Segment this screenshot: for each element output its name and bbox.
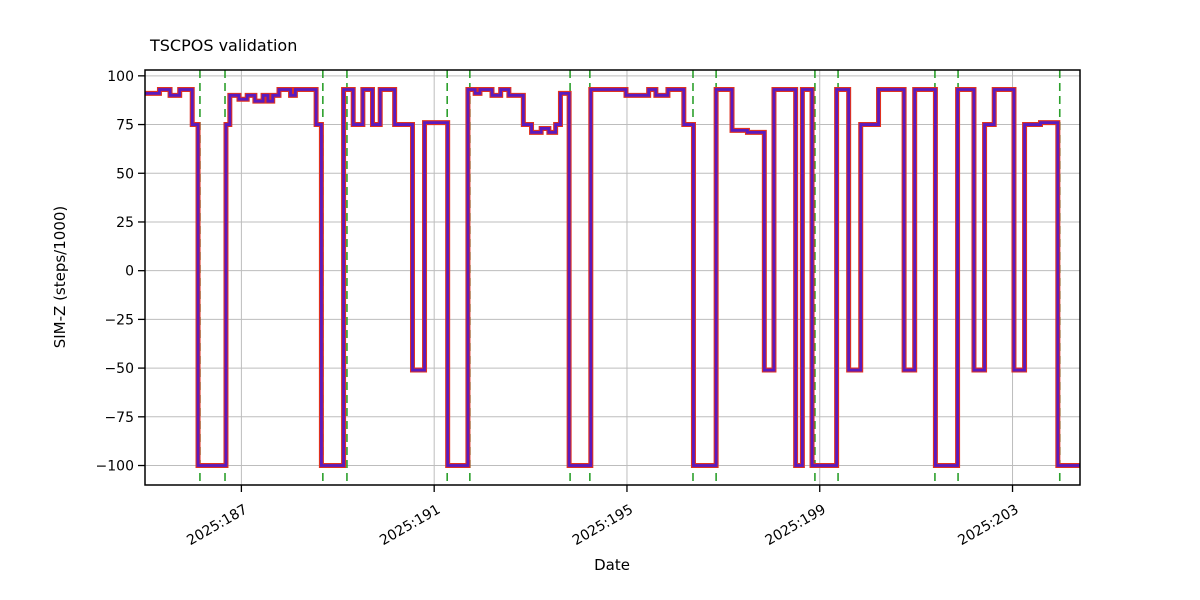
y-tick-label: −25 [104, 312, 134, 328]
x-tick-label: 2025:199 [763, 502, 829, 549]
x-tick-label: 2025:195 [570, 502, 636, 549]
y-tick-label: 100 [107, 69, 134, 85]
x-tick-label: 2025:191 [377, 502, 443, 549]
y-tick-label: −100 [96, 459, 134, 475]
chart-title: TSCPOS validation [150, 36, 298, 55]
series-line [145, 88, 1080, 467]
x-tick-label: 2025:203 [955, 502, 1021, 549]
axes-box [144, 69, 1081, 486]
y-tick-label: 50 [116, 166, 134, 182]
y-axis-label: SIM-Z (steps/1000) [51, 205, 69, 349]
y-tick-label: 75 [116, 118, 134, 134]
x-axis-label: Date [594, 556, 630, 574]
x-tick-label: 2025:187 [184, 502, 250, 549]
y-tick-label: 0 [125, 264, 134, 280]
y-tick-label: −50 [104, 361, 134, 377]
y-tick-label: 25 [116, 215, 134, 231]
y-tick-label: −75 [104, 410, 134, 426]
plot-background [145, 70, 1080, 485]
